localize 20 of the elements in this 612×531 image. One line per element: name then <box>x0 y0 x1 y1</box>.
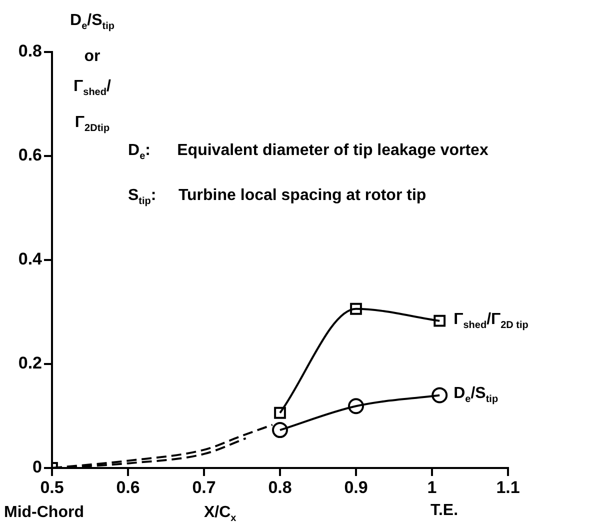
y-tick-label: 0 <box>32 458 42 477</box>
text: D$_{e}$/S$_{tip}$ or Γ$_{shed}$/Γ$_{2Dtip}$ <box>70 12 114 135</box>
series-label: Γ$_{shed}$/Γ$_{2D tip}$ <box>454 310 528 332</box>
y-tick-label: 0.6 <box>18 146 42 165</box>
x-tick-label: 1 <box>427 478 437 497</box>
y-tick-label: 0.4 <box>18 250 43 269</box>
y-tick-label: 0.2 <box>18 354 42 373</box>
x-tick-label: 0.9 <box>344 478 368 497</box>
annotation: D$_{e}$: Equivalent diameter of tip leakage vortex <box>128 142 488 162</box>
x-tick-label: 0.6 <box>116 478 140 497</box>
x-tick-label: 0.7 <box>192 478 216 497</box>
text: T.E. <box>430 502 458 520</box>
x-axis-title: X/C$_{x}$ <box>204 504 236 524</box>
x-tick-label: 1.1 <box>496 478 520 497</box>
series-label: D$_{e}$/S$_{tip}$ <box>454 385 498 406</box>
x-tick-label: 0.8 <box>268 478 292 497</box>
annotation: S$_{tip}$: Turbine local spacing at rotor tip <box>128 187 426 208</box>
y-tick-label: 0.8 <box>18 42 42 61</box>
text: Mid-Chord <box>4 504 84 522</box>
x-tick-label: 0.5 <box>40 478 64 497</box>
